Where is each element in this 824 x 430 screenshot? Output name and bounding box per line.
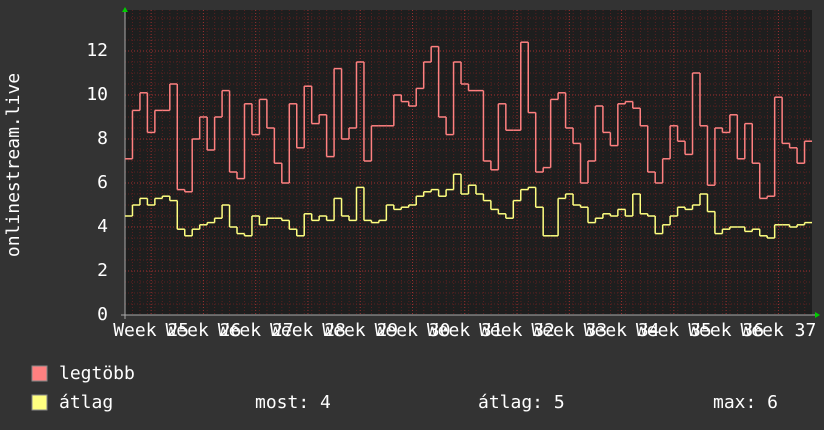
stat-text: max: 6 xyxy=(713,392,778,413)
y-tick-label: 4 xyxy=(97,216,108,237)
x-tick-label: Week 31 xyxy=(427,320,503,341)
axis-arrow xyxy=(815,312,820,318)
y-axis-label: onlinestream.live xyxy=(3,73,24,257)
y-tick-label: 0 xyxy=(97,304,108,325)
stat-text: átlag: 5 xyxy=(478,392,565,413)
x-tick-label: Week 32 xyxy=(479,320,555,341)
x-tick-label: Week 35 xyxy=(636,320,712,341)
x-tick-label: Week 27 xyxy=(218,320,294,341)
x-tick-label: Week 34 xyxy=(584,320,660,341)
y-tick-label: 12 xyxy=(86,40,108,61)
stat-text: most: 4 xyxy=(255,392,331,413)
x-tick-label: Week 33 xyxy=(531,320,607,341)
x-tick-label: Week 36 xyxy=(688,320,764,341)
x-tick-label: Week 29 xyxy=(322,320,398,341)
x-tick-label: Week 26 xyxy=(165,320,241,341)
axis-arrow xyxy=(122,7,128,12)
legend-swatch xyxy=(31,365,48,382)
x-tick-label: Week 37 xyxy=(740,320,816,341)
y-tick-label: 10 xyxy=(86,84,108,105)
x-tick-label: Week 25 xyxy=(113,320,189,341)
legend-label: átlag xyxy=(59,392,113,413)
x-tick-label: Week 30 xyxy=(375,320,451,341)
y-tick-label: 2 xyxy=(97,260,108,281)
x-tick-label: Week 28 xyxy=(270,320,346,341)
legend-swatch xyxy=(31,394,48,411)
y-tick-label: 8 xyxy=(97,128,108,149)
plot-area xyxy=(125,10,812,315)
y-tick-label: 6 xyxy=(97,172,108,193)
legend-label: legtöbb xyxy=(59,363,135,384)
